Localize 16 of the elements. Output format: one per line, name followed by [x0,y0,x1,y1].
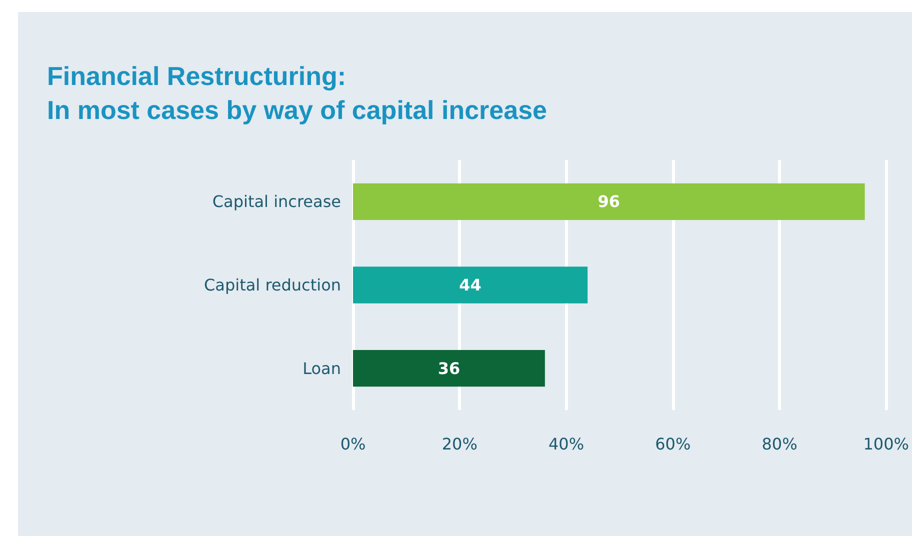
x-tick-label: 80% [762,434,798,454]
bar [353,350,545,387]
x-tick-label: 40% [548,434,584,454]
data-label: 96 [598,192,620,212]
data-label: 44 [459,276,482,294]
chart-title: Financial Restructuring: In most cases by way of capital increase [47,61,548,125]
y-tick-label: Capital increase [212,192,341,212]
bar [353,183,865,220]
y-tick-label: Loan [302,358,341,378]
bar [353,266,588,304]
y-tick-label: Capital reduction [204,276,341,294]
data-label: 36 [438,358,460,378]
x-tick-label: 0% [340,434,366,454]
x-tick-label: 20% [442,434,478,454]
x-tick-label: 60% [655,434,691,454]
x-tick-label: 100% [863,434,910,454]
